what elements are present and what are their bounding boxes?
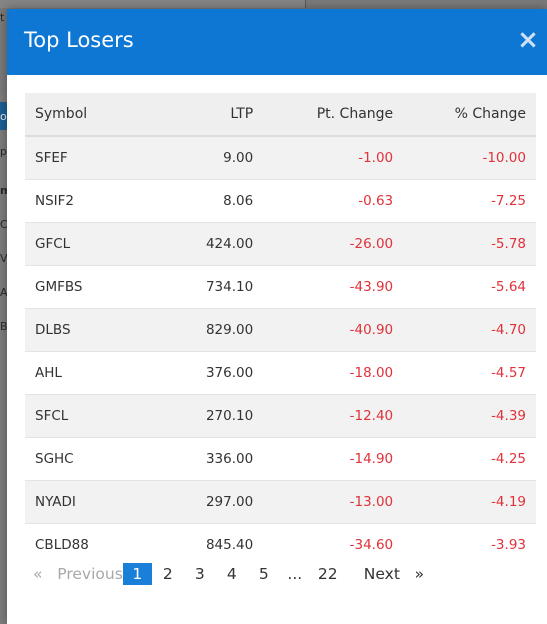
pagination-ellipsis: ... bbox=[287, 565, 303, 583]
losers-table: Symbol LTP Pt. Change % Change SFEF 9.00-… bbox=[25, 93, 536, 566]
symbol-cell: AHL bbox=[25, 351, 185, 395]
ltp-cell: 297.00 bbox=[184, 480, 264, 524]
ltp-cell: 376.00 bbox=[184, 351, 264, 395]
background-left-strip bbox=[0, 95, 8, 624]
ltp-cell: 424.00 bbox=[184, 222, 264, 266]
ltp-cell: 829.00 bbox=[184, 308, 264, 352]
column-header-symbol[interactable]: Symbol bbox=[25, 93, 185, 137]
pct-change-cell: -4.25 bbox=[403, 437, 536, 481]
pct-change-cell: -5.78 bbox=[403, 222, 536, 266]
background-text: o bbox=[0, 110, 7, 123]
symbol-cell: DLBS bbox=[25, 308, 185, 352]
pt-change-cell: -14.90 bbox=[263, 437, 404, 481]
pct-change-cell: -3.93 bbox=[403, 523, 536, 566]
table-row[interactable]: SFEF 9.00 -1.00 -10.00 bbox=[25, 135, 536, 180]
background-text: m bbox=[0, 184, 8, 197]
table-row[interactable]: DLBS 829.00 -40.90 -4.70 bbox=[25, 308, 536, 352]
pct-change-cell: -4.57 bbox=[403, 351, 536, 395]
losers-table-container: Symbol LTP Pt. Change % Change SFEF 9.00-… bbox=[25, 93, 536, 566]
background-text: t bbox=[0, 11, 5, 24]
table-row[interactable]: GFCL 424.00 -26.00 -5.78 bbox=[25, 222, 536, 266]
background-text: p bbox=[0, 145, 7, 158]
table-row[interactable]: AHL 376.00 -18.00 -4.57 bbox=[25, 351, 536, 395]
pct-change-cell: -7.25 bbox=[403, 179, 536, 223]
column-header-ltp[interactable]: LTP bbox=[184, 93, 264, 137]
pt-change-cell: -1.00 bbox=[263, 135, 404, 180]
ltp-cell: 270.10 bbox=[184, 394, 264, 438]
pt-change-cell: -26.00 bbox=[263, 222, 404, 266]
page-1-button[interactable]: 1 bbox=[122, 563, 152, 585]
ltp-cell: 845.40 bbox=[184, 523, 264, 566]
symbol-cell: NSIF2 bbox=[25, 179, 185, 223]
pct-change-cell: -4.70 bbox=[403, 308, 536, 352]
page-4-button[interactable]: 4 bbox=[226, 565, 237, 583]
modal-title: Top Losers bbox=[24, 28, 134, 52]
background-card bbox=[0, 0, 306, 8]
table-header-row: Symbol LTP Pt. Change % Change bbox=[25, 93, 536, 137]
pt-change-cell: -40.90 bbox=[263, 308, 404, 352]
next-label: Next bbox=[363, 565, 400, 583]
pct-change-cell: -5.64 bbox=[403, 265, 536, 309]
pt-change-cell: -18.00 bbox=[263, 351, 404, 395]
page-2-button[interactable]: 2 bbox=[162, 565, 173, 583]
symbol-cell: SGHC bbox=[25, 437, 185, 481]
pt-change-cell: -34.60 bbox=[263, 523, 404, 566]
double-chevron-left-icon: « bbox=[33, 565, 43, 583]
ltp-cell: 336.00 bbox=[184, 437, 264, 481]
background-text: A bbox=[0, 286, 8, 299]
table-row[interactable]: NYADI 297.00 -13.00 -4.19 bbox=[25, 480, 536, 524]
pct-change-cell: -10.00 bbox=[403, 135, 536, 180]
pt-change-cell: -0.63 bbox=[263, 179, 404, 223]
symbol-cell: NYADI bbox=[25, 480, 185, 524]
pagination-next[interactable]: Next » bbox=[364, 563, 424, 585]
column-header-pt-change[interactable]: Pt. Change bbox=[263, 93, 404, 137]
pt-change-cell: -43.90 bbox=[263, 265, 404, 309]
previous-label: Previous bbox=[57, 565, 123, 583]
ltp-cell: 9.00 bbox=[184, 135, 264, 180]
table-row[interactable]: GMFBS 734.10 -43.90 -5.64 bbox=[25, 265, 536, 309]
pct-change-cell: -4.19 bbox=[403, 480, 536, 524]
pagination: « Previous 1 2 3 4 5 ... 22 Next » bbox=[33, 562, 424, 586]
symbol-cell: GFCL bbox=[25, 222, 185, 266]
modal-header: Top Losers × bbox=[7, 9, 547, 75]
pct-change-cell: -4.39 bbox=[403, 394, 536, 438]
close-icon[interactable]: × bbox=[517, 25, 539, 55]
table-row[interactable]: CBLD88 845.40 -34.60 -3.93 bbox=[25, 523, 536, 566]
background-text: V bbox=[0, 252, 8, 265]
page-22-button[interactable]: 22 bbox=[317, 565, 338, 583]
page-5-button[interactable]: 5 bbox=[258, 565, 269, 583]
pt-change-cell: -12.40 bbox=[263, 394, 404, 438]
pt-change-cell: -13.00 bbox=[263, 480, 404, 524]
double-chevron-right-icon: » bbox=[414, 565, 425, 583]
background-text: C bbox=[0, 218, 8, 231]
symbol-cell: SFCL bbox=[25, 394, 185, 438]
symbol-cell: GMFBS bbox=[25, 265, 185, 309]
symbol-cell: CBLD88 bbox=[25, 523, 185, 566]
column-header-pct-change[interactable]: % Change bbox=[403, 93, 536, 137]
table-row[interactable]: NSIF2 8.06 -0.63 -7.25 bbox=[25, 179, 536, 223]
background-blue-block bbox=[0, 102, 8, 130]
background-text: B bbox=[0, 320, 8, 333]
symbol-cell: SFEF bbox=[25, 135, 185, 180]
ltp-cell: 8.06 bbox=[184, 179, 264, 223]
table-row[interactable]: SGHC 336.00 -14.90 -4.25 bbox=[25, 437, 536, 481]
top-losers-modal: Top Losers × Symbol LTP Pt. Change % Cha… bbox=[7, 9, 547, 624]
ltp-cell: 734.10 bbox=[184, 265, 264, 309]
table-row[interactable]: SFCL 270.10 -12.40 -4.39 bbox=[25, 394, 536, 438]
page-3-button[interactable]: 3 bbox=[194, 565, 205, 583]
pagination-previous[interactable]: « Previous bbox=[33, 563, 123, 585]
